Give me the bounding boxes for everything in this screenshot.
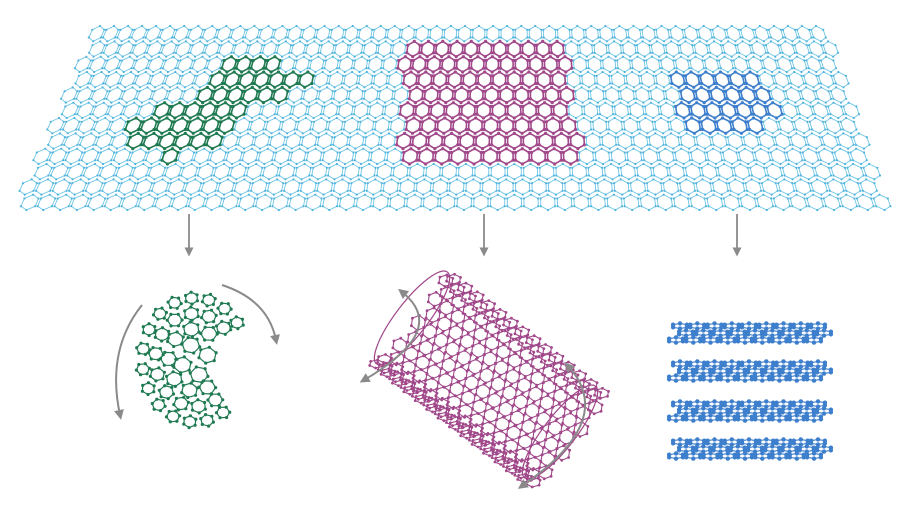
fullerene-ball-icon <box>134 290 245 430</box>
graphene-sheet <box>18 24 892 212</box>
graphite-layer <box>666 359 834 383</box>
graphite-layer <box>666 399 834 423</box>
graphite-layer <box>666 437 834 461</box>
rotation-arrows-fullerene <box>114 284 280 420</box>
transformation-arrows <box>184 214 742 257</box>
nanotube-icon <box>368 270 610 489</box>
graphite-stack-icon <box>666 321 834 461</box>
graphite-layer <box>666 321 834 345</box>
rolling-arrows-nanotube <box>359 288 587 489</box>
